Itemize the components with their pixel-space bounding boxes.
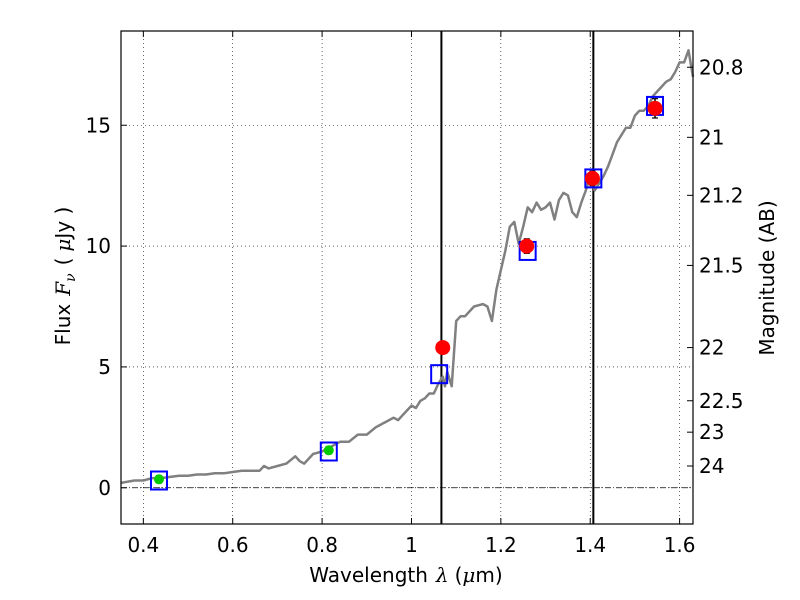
mag-tick-label: 20.8 [699, 55, 744, 79]
x-tick-label: 1.6 [664, 533, 696, 557]
hst-flux-point [435, 340, 451, 356]
model-photometry-square [319, 441, 338, 462]
reference-lines [121, 31, 693, 524]
y2-axis-label: Magnitude (AB) [755, 200, 779, 355]
axis-ticks: 0.4 0.6 0.8 1 1.2 1.4 1.6 0 5 10 15 20.8 21 21.2 21.5 2… [86, 31, 744, 557]
x-tick-label: 1.2 [485, 533, 517, 557]
mag-tick-label: 21.2 [699, 183, 744, 207]
mag-tick-label: 21 [699, 125, 724, 149]
mag-tick-label: 23 [699, 420, 724, 444]
y-tick-label: 0 [98, 476, 111, 500]
hst-flux-point [584, 170, 600, 186]
y-tick-label: 5 [98, 355, 111, 379]
y-axis-label: FluxFν(μJy ) [51, 207, 79, 346]
y-tick-label: 10 [86, 234, 111, 258]
x-axis-label: Wavelength λ (μm) [309, 563, 502, 587]
model-photometry-square [430, 364, 449, 385]
x-tick-label: 0.6 [217, 533, 249, 557]
mag-tick-label: 21.5 [699, 253, 744, 277]
model-photometry-square [149, 470, 168, 491]
mag-tick-label: 22 [699, 336, 724, 360]
x-tick-label: 1 [405, 533, 418, 557]
ground-flux-point [323, 445, 334, 456]
mag-tick-label: 24 [699, 454, 724, 478]
plot-area [120, 49, 695, 491]
mag-tick-label: 22.5 [699, 389, 744, 413]
hst-flux-point [647, 100, 663, 116]
x-tick-label: 1.4 [574, 533, 606, 557]
x-tick-label: 0.8 [306, 533, 338, 557]
spectrum-line [120, 49, 695, 485]
plot-frame [120, 30, 694, 525]
ground-flux-point [153, 474, 164, 485]
x-tick-label: 0.4 [127, 533, 159, 557]
y-tick-label: 15 [86, 113, 111, 137]
hst-flux-point [519, 238, 535, 254]
